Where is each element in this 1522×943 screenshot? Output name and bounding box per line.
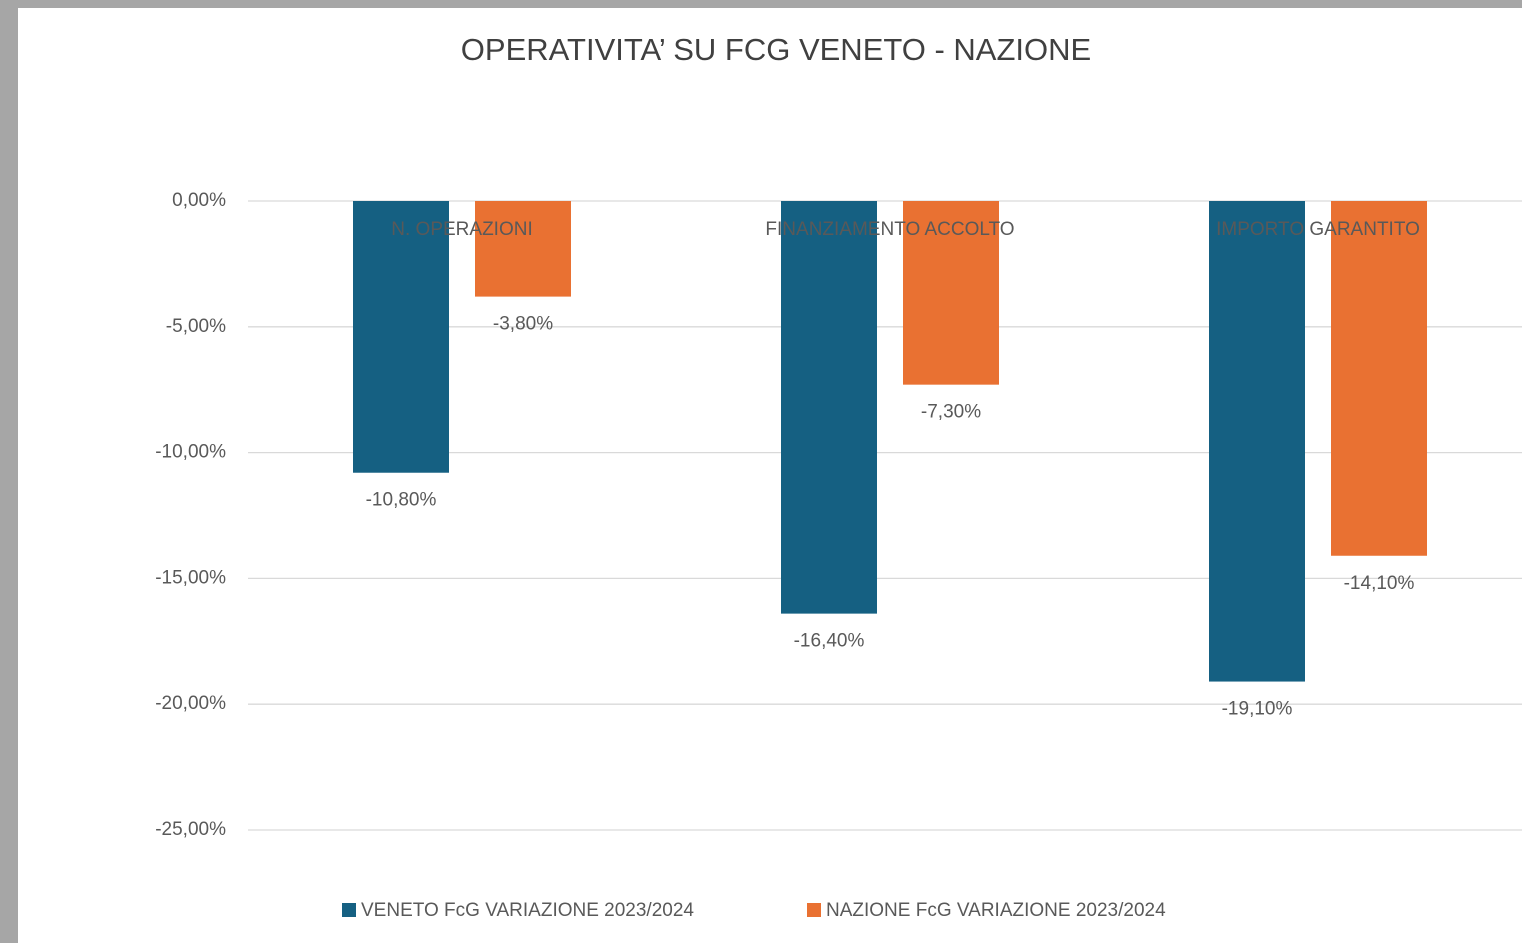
legend-swatch (342, 903, 356, 917)
legend-label: VENETO FcG VARIAZIONE 2023/2024 (361, 900, 694, 921)
y-tick-label: -5,00% (166, 316, 226, 337)
chart-title: OPERATIVITA’ SU FCG VENETO - NAZIONE (461, 32, 1091, 67)
bar (475, 201, 571, 297)
y-tick-label: -20,00% (155, 693, 226, 714)
data-label: -7,30% (921, 402, 981, 423)
y-tick-label: -25,00% (155, 819, 226, 840)
bar (781, 201, 877, 614)
x-tick-label: N. OPERAZIONI (391, 219, 532, 240)
bar (1331, 201, 1427, 556)
data-label: -10,80% (366, 490, 437, 511)
legend-label: NAZIONE FcG VARIAZIONE 2023/2024 (826, 900, 1166, 921)
x-tick-label: FINANZIAMENTO ACCOLTO (765, 219, 1014, 240)
data-label: -14,10% (1344, 573, 1415, 594)
data-label: -3,80% (493, 314, 553, 335)
bar (1209, 201, 1305, 682)
legend-swatch (807, 903, 821, 917)
bar (903, 201, 999, 385)
bar (353, 201, 449, 473)
data-label: -16,40% (794, 631, 865, 652)
data-label: -19,10% (1222, 699, 1293, 720)
y-tick-label: -10,00% (155, 442, 226, 463)
y-tick-label: -15,00% (155, 567, 226, 588)
x-tick-label: IMPORTO GARANTITO (1216, 219, 1420, 240)
y-tick-label: 0,00% (172, 190, 226, 211)
